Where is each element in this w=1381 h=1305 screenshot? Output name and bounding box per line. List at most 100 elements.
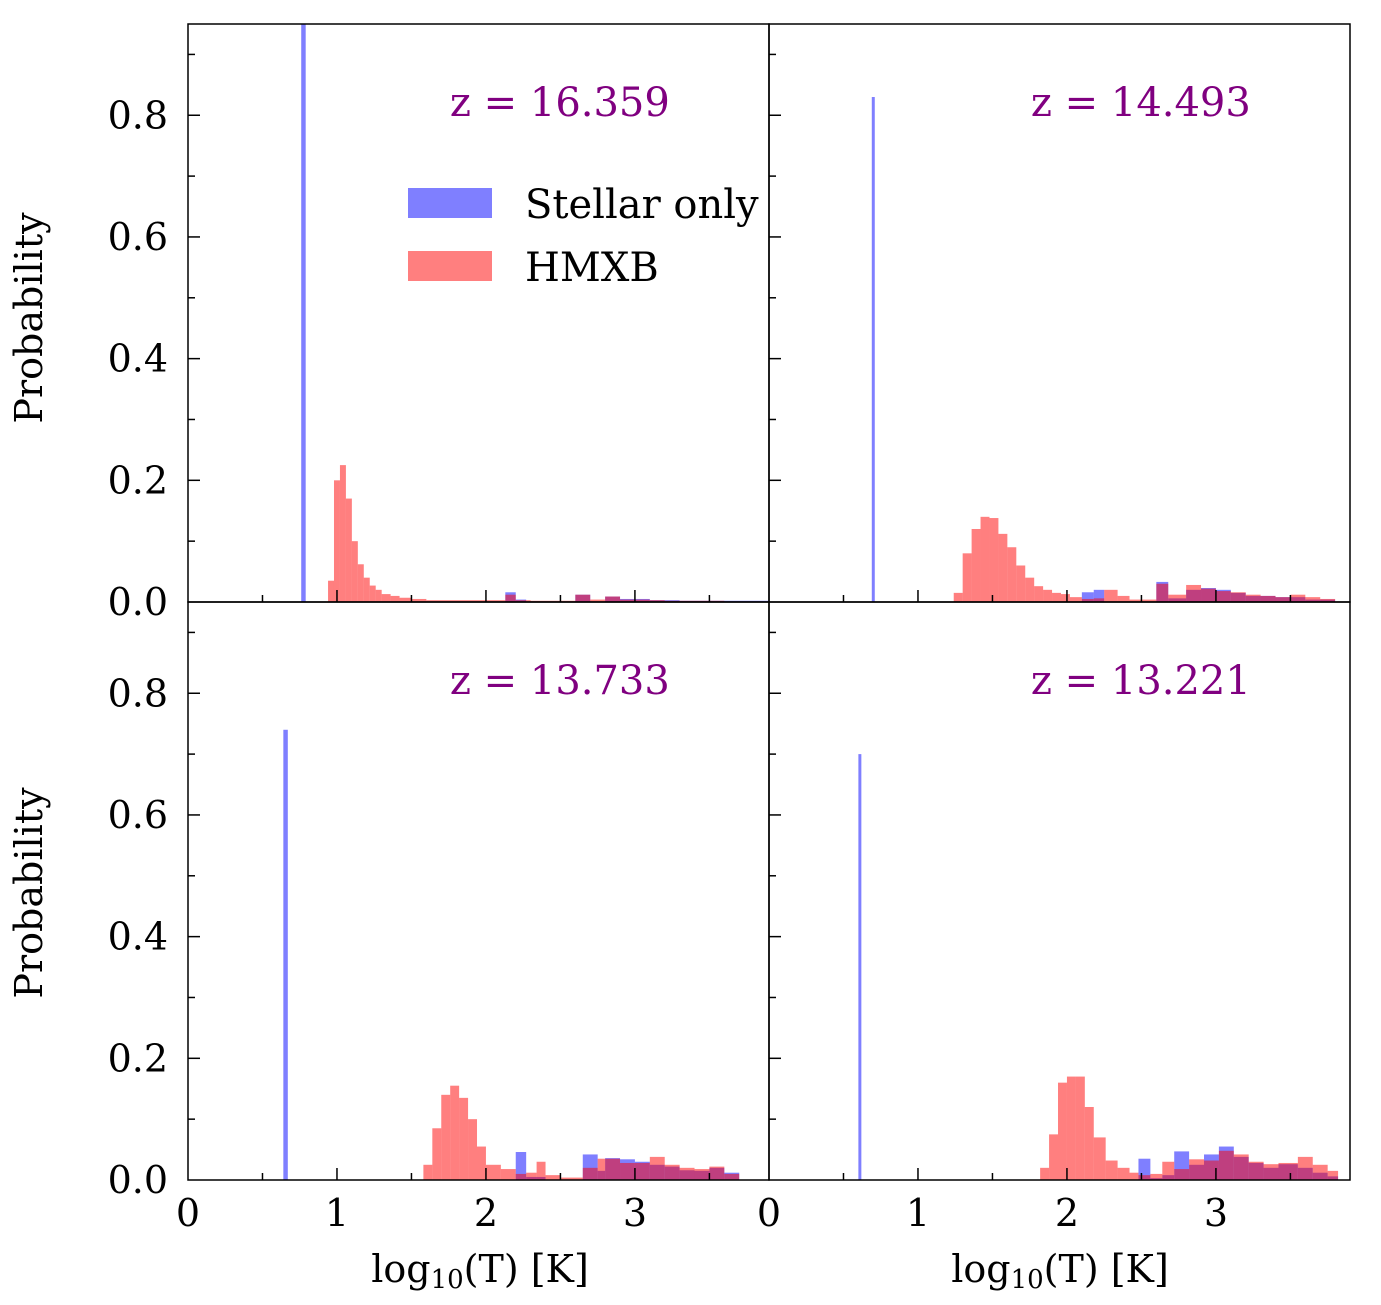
hmxb-bar-p2-3 [450, 1085, 460, 1180]
hmxb-bar-p3-2 [1058, 1082, 1067, 1180]
hmxb-bar-p3-19 [1263, 1164, 1279, 1180]
hmxb-bar-p1-14 [1081, 598, 1094, 602]
x-tick-label-p2-2: 2 [474, 1191, 498, 1235]
hmxb-bar-p0-5 [357, 564, 364, 602]
hmxb-bar-p1-5 [998, 533, 1008, 602]
hmxb-bar-p1-0 [953, 592, 963, 602]
hmxb-bar-p0-6 [363, 577, 370, 602]
hmxb-bar-p1-19 [1156, 583, 1169, 602]
x-axis-label-left: log10(T) [K] [371, 1247, 589, 1295]
hmxb-bar-p2-19 [649, 1156, 665, 1180]
redshift-label-p0: z = 16.359 [450, 80, 670, 126]
hmxb-bar-p1-28 [1290, 594, 1306, 602]
hmxb-bar-p3-3 [1066, 1076, 1076, 1180]
hmxb-bar-p2-4 [459, 1097, 469, 1180]
hmxb-bar-p3-1 [1049, 1134, 1059, 1180]
hmxb-bar-p2-8 [500, 1169, 516, 1180]
hmxb-bar-p2-7 [485, 1164, 501, 1180]
hmxb-bar-p1-21 [1186, 584, 1202, 602]
hmxb-bar-p2-22 [694, 1169, 710, 1180]
x-tick-label-p3-2: 2 [1055, 1191, 1079, 1235]
x-tick-label-p3-1: 1 [906, 1191, 930, 1235]
stellar-bar-p1-1 [1081, 592, 1094, 602]
hmxb-bar-p1-10 [1043, 589, 1053, 602]
hmxb-bar-p2-1 [432, 1128, 442, 1180]
hmxb-bar-p1-27 [1275, 597, 1291, 602]
hmxb-bar-p1-8 [1025, 577, 1035, 602]
stellar-bar-p2-1 [515, 1152, 527, 1180]
stellar-bar-p1-2 [1093, 589, 1105, 602]
hmxb-bar-p1-22 [1201, 588, 1216, 602]
stellar-bar-p0-0 [301, 24, 306, 602]
hmxb-bar-p1-13 [1069, 597, 1082, 602]
hmxb-bar-p3-17 [1233, 1154, 1249, 1180]
hmxb-bar-p3-22 [1312, 1164, 1328, 1180]
hmxb-bar-p0-8 [375, 589, 382, 602]
hmxb-bar-p1-18 [1129, 599, 1157, 602]
hmxb-bar-p3-5 [1084, 1106, 1094, 1180]
hmxb-bar-p3-10 [1138, 1175, 1151, 1180]
hmxb-bar-p2-24 [724, 1173, 740, 1180]
redshift-label-p3: z = 13.221 [1031, 658, 1251, 704]
hmxb-bar-p0-10 [390, 595, 400, 602]
hmxb-bar-p0-12 [411, 598, 427, 602]
hmxb-bar-p3-7 [1105, 1160, 1118, 1180]
hmxb-bar-p1-6 [1007, 547, 1017, 602]
hmxb-bar-p1-12 [1060, 594, 1070, 602]
panel-top-left: 0.0 0.2 0.4 0.6 0.8 z = 16.359 Stellar only HMX… [108, 23, 770, 624]
hmxb-bar-p3-15 [1204, 1160, 1219, 1180]
hmxb-bar-p0-19 [605, 596, 621, 602]
x-axis-label-right: log10(T) [K] [951, 1247, 1169, 1295]
hmxb-bar-p3-13 [1174, 1169, 1190, 1180]
hmxb-bar-p2-2 [441, 1094, 451, 1180]
y-tick-label-p2-2: 0.4 [108, 915, 168, 959]
hmxb-bar-p2-9 [515, 1173, 527, 1180]
hmxb-bar-p3-20 [1278, 1162, 1298, 1180]
hmxb-bar-p0-11 [399, 597, 412, 602]
x-tick-label-p3-3: 3 [1204, 1191, 1228, 1235]
hmxb-bar-p2-12 [545, 1175, 561, 1180]
hmxb-bar-p1-16 [1104, 589, 1118, 602]
panel-bottom-left: 0.0 0.2 0.4 0.6 0.8 0 1 2 3 z = 13.733 [108, 601, 770, 1235]
y-tick-label-p2-4: 0.8 [108, 671, 168, 715]
bars-panel-2 [283, 729, 740, 1180]
panel-bottom-right: 0 1 2 3 z = 13.221 [757, 601, 1351, 1235]
hmxb-bar-p2-11 [536, 1161, 546, 1180]
hmxb-bar-p3-11 [1150, 1173, 1163, 1180]
y-tick-label-p0-4: 0.8 [108, 93, 168, 137]
hmxb-bar-p2-16 [605, 1158, 621, 1180]
y-tick-label-p0-1: 0.2 [108, 458, 168, 502]
hmxb-bar-p3-0 [1040, 1167, 1050, 1180]
hmxb-bar-p1-29 [1305, 597, 1321, 602]
hmxb-bar-p1-30 [1320, 598, 1336, 602]
hmxb-bar-p2-20 [664, 1164, 680, 1180]
hmxb-bar-p1-7 [1016, 565, 1026, 602]
hmxb-bar-p1-25 [1245, 594, 1261, 602]
legend-swatch-1 [408, 251, 492, 281]
hmxb-bar-p2-0 [423, 1164, 433, 1180]
y-tick-label-p0-0: 0.0 [108, 580, 168, 624]
hmxb-bar-p0-15 [515, 600, 531, 602]
panel-frame-3 [768, 601, 1351, 1181]
y-tick-label-p0-3: 0.6 [108, 215, 168, 259]
hmxb-bar-p1-26 [1260, 595, 1276, 602]
hmxb-bar-p2-5 [468, 1119, 478, 1180]
hmxb-bar-p0-17 [575, 594, 591, 602]
hmxb-bar-p2-21 [679, 1167, 695, 1180]
hmxb-bar-p0-7 [369, 585, 376, 602]
hmxb-bar-p1-3 [980, 516, 990, 602]
stellar-bar-p3-0 [858, 754, 862, 1180]
hmxb-bar-p3-18 [1248, 1161, 1264, 1180]
bars-panel-3 [858, 754, 1339, 1180]
hmxb-bar-p1-20 [1168, 594, 1187, 602]
hmxb-bar-p0-13 [426, 600, 506, 602]
panel-top-right: z = 14.493 [768, 23, 1351, 603]
y-tick-label-p2-1: 0.2 [108, 1036, 168, 1080]
legend-label-1: HMXB [525, 245, 659, 291]
hmxb-bar-p0-2 [339, 465, 346, 602]
hmxb-bar-p1-4 [989, 518, 999, 602]
hmxb-bar-p3-4 [1075, 1076, 1085, 1180]
hmxb-bar-p0-9 [381, 594, 391, 602]
hmxb-bar-p3-16 [1218, 1150, 1234, 1180]
